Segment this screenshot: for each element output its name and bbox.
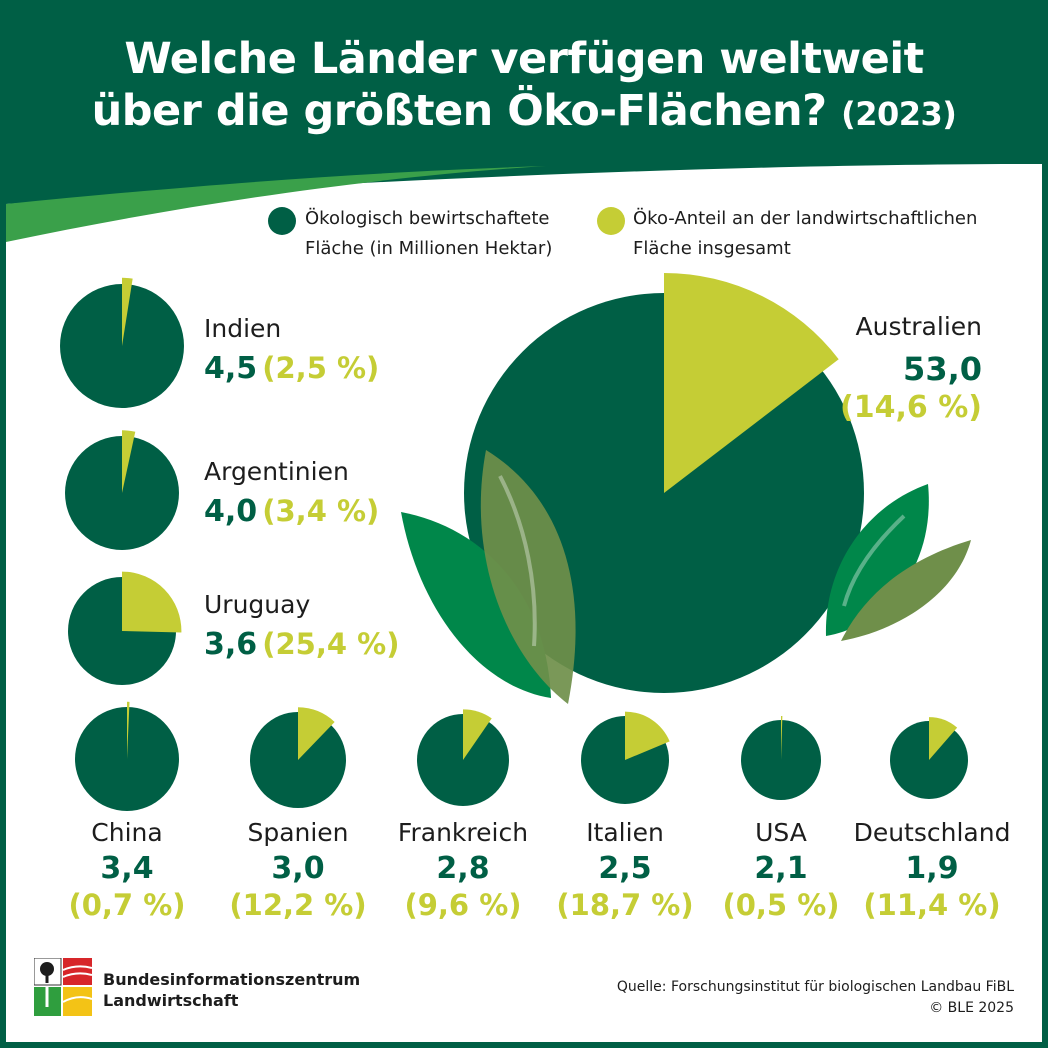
label-spanien: Spanien 3,0 (12,2 %)	[203, 818, 393, 922]
pie-spanien-share-slice	[298, 707, 335, 760]
legend-area-text: Ökologisch bewirtschaftete Fläche (in Mi…	[305, 204, 552, 264]
pie-china-share-slice	[127, 701, 130, 759]
pie-italien-share-slice	[625, 711, 670, 760]
legend-share-line-2: Fläche insgesamt	[633, 238, 791, 259]
org-name: Bundesinformationszentrum Landwirtschaft	[103, 969, 360, 1011]
label-argentinien-values: 4,0 (3,4 %)	[204, 494, 379, 529]
label-uruguay-area: 3,6	[204, 627, 258, 662]
label-australien-share: (14,6 %)	[840, 390, 982, 425]
label-deutschland: Deutschland 1,9 (11,4 %)	[837, 818, 1027, 922]
legend-area-dot	[268, 207, 296, 235]
label-china-share: (0,7 %)	[68, 888, 186, 922]
infographic-panel: Welche Länder verfügen weltweit über die…	[6, 6, 1042, 1042]
pie-uruguay-share-slice	[122, 571, 182, 633]
pie-usa-share-slice	[781, 715, 783, 760]
label-argentinien-share: (3,4 %)	[262, 494, 380, 528]
label-indien-name: Indien	[204, 314, 282, 343]
legend-share-text: Öko-Anteil an der landwirtschaftlichen F…	[633, 204, 977, 264]
legend-share-line-1: Öko-Anteil an der landwirtschaftlichen	[633, 208, 978, 229]
label-italien-share: (18,7 %)	[556, 888, 694, 922]
label-usa-area: 2,1	[754, 851, 808, 886]
label-frankreich-area: 2,8	[436, 851, 490, 886]
label-frankreich: Frankreich 2,8 (9,6 %)	[368, 818, 558, 922]
pie-frankreich-share-slice	[463, 709, 492, 760]
label-argentinien-name: Argentinien	[204, 457, 349, 486]
header-banner	[6, 6, 1042, 242]
title-question: über die größten Öko-Flächen?	[91, 86, 827, 136]
title-line-1: Welche Länder verfügen weltweit	[124, 34, 924, 84]
label-uruguay-share: (25,4 %)	[262, 627, 400, 661]
label-italien: Italien 2,5 (18,7 %)	[530, 818, 720, 922]
label-frankreich-name: Frankreich	[397, 818, 529, 847]
bzl-logo-icon	[34, 958, 92, 1016]
label-usa-name: USA	[755, 818, 807, 847]
label-indien-area: 4,5	[204, 351, 258, 386]
label-usa: USA 2,1 (0,5 %)	[686, 818, 876, 922]
label-australien-area: 53,0	[903, 350, 982, 388]
label-frankreich-share: (9,6 %)	[404, 888, 522, 922]
pie-deutschland-share-slice	[929, 717, 958, 760]
source-text: Quelle: Forschungsinstitut für biologisc…	[616, 979, 1014, 995]
title-line-2: über die größten Öko-Flächen? (2023)	[6, 86, 1042, 136]
pie-indien-share-slice	[122, 277, 133, 346]
source-note: Quelle: Forschungsinstitut für biologisc…	[617, 977, 1014, 1019]
label-china-area: 3,4	[100, 851, 154, 886]
label-italien-area: 2,5	[598, 851, 652, 886]
label-indien-values: 4,5 (2,5 %)	[204, 351, 379, 386]
label-uruguay-values: 3,6 (25,4 %)	[204, 627, 399, 662]
legend-area-line-1: Ökologisch bewirtschaftete	[305, 208, 550, 229]
pie-australien-share-slice	[664, 273, 839, 493]
label-china: China 3,4 (0,7 %)	[32, 818, 222, 922]
label-spanien-area: 3,0	[271, 851, 325, 886]
legend-share-dot	[597, 207, 625, 235]
label-argentinien-area: 4,0	[204, 494, 258, 529]
label-deutschland-name: Deutschland	[853, 818, 1011, 847]
label-deutschland-area: 1,9	[905, 851, 959, 886]
label-usa-share: (0,5 %)	[722, 888, 840, 922]
copyright-text: © BLE 2025	[929, 1000, 1014, 1016]
title-year: (2023)	[841, 95, 957, 133]
label-deutschland-share: (11,4 %)	[863, 888, 1001, 922]
leaf-decoration-icon	[401, 450, 971, 704]
label-uruguay-name: Uruguay	[204, 590, 311, 619]
label-spanien-name: Spanien	[247, 818, 349, 847]
label-indien-share: (2,5 %)	[262, 351, 380, 385]
label-spanien-share: (12,2 %)	[229, 888, 367, 922]
label-australien-name: Australien	[855, 312, 983, 341]
pie-argentinien-share-slice	[122, 430, 136, 493]
pie-charts	[60, 273, 971, 811]
label-china-name: China	[91, 818, 163, 847]
label-italien-name: Italien	[586, 818, 664, 847]
org-name-line-2: Landwirtschaft	[103, 991, 239, 1010]
org-name-line-1: Bundesinformationszentrum	[103, 970, 361, 989]
legend-area-line-2: Fläche (in Millionen Hektar)	[305, 238, 553, 259]
